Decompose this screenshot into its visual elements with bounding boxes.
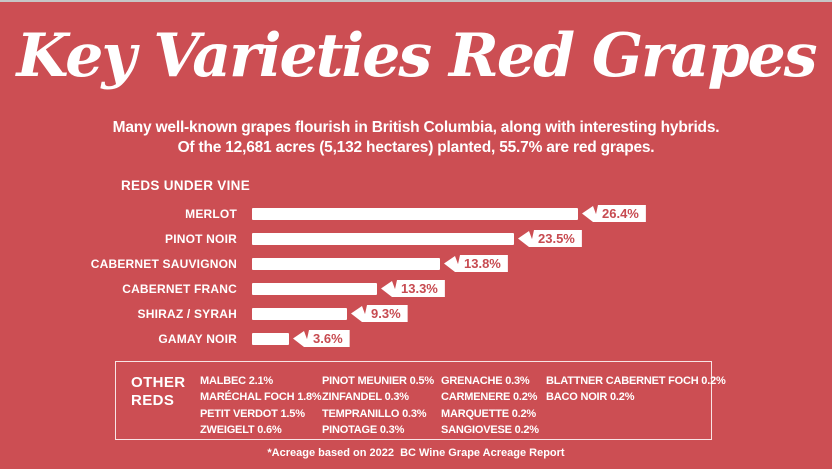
other-reds-column-4: BLATTNER CABERNET FOCH 0.2% BACO NOIR 0.… [546,373,726,406]
other-red-item: CARMENERE 0.2% [441,391,538,404]
chart-title: REDS UNDER VINE [121,178,251,193]
other-reds-column-2: PINOT MEUNIER 0.5% ZINFANDEL 0.3% TEMPRA… [322,373,434,439]
bar-row-cabernet-franc: CABERNET FRANC 13.3% [0,276,832,301]
bar [252,332,289,345]
value-callout-arrow-left: 26.4% [582,205,646,222]
footnote: *Acreage based on 2022 BC Wine Grape Acr… [267,447,565,459]
other-red-item: GRENACHE 0.3% [441,375,530,387]
value-callout-arrow-left: 9.3% [351,305,408,322]
value-callout-arrow-left: 13.8% [444,255,508,272]
bar [252,307,347,320]
bar-label: PINOT NOIR [164,231,237,246]
other-red-item: PINOT MEUNIER 0.5% [322,375,434,387]
other-red-item: ZWEIGELT 0.6% [200,424,282,437]
bar-label: CABERNET FRANC [122,281,237,296]
bar [252,207,578,220]
other-reds-panel: OTHER REDS MALBEC 2.1% MARÉCHAL FOCH 1.8… [115,361,726,440]
other-reds-heading: OTHER REDS [131,374,186,410]
other-red-item: ZINFANDEL 0.3% [322,391,409,404]
other-reds-heading-line-2: REDS [131,392,175,409]
other-red-item: TEMPRANILLO 0.3% [322,407,427,420]
bar-chart-reds-under-vine: MERLOT 26.4% PINOT NOIR 23.5% CABERNET S… [0,201,832,351]
bar [252,282,377,295]
other-red-item: MARÉCHAL FOCH 1.8% [200,391,322,404]
intro-line-1: Many well-known grapes flourish in Briti… [112,119,720,136]
bar [252,257,440,270]
other-reds-column-3: GRENACHE 0.3% CARMENERE 0.2% MARQUETTE 0… [441,373,539,439]
bar-row-gamay-noir: GAMAY NOIR 3.6% [0,326,832,351]
bar-row-shiraz-syrah: SHIRAZ / SYRAH 9.3% [0,301,832,326]
bar-label: SHIRAZ / SYRAH [137,306,237,321]
other-red-item: SANGIOVESE 0.2% [441,424,539,437]
bar [252,232,514,245]
other-red-item: PETIT VERDOT 1.5% [200,407,305,420]
bar-row-pinot-noir: PINOT NOIR 23.5% [0,226,832,251]
bar-row-cabernet-sauvignon: CABERNET SAUVIGNON 13.8% [0,251,832,276]
other-red-item: MALBEC 2.1% [200,375,273,387]
other-red-item: PINOTAGE 0.3% [322,424,405,437]
other-reds-heading-line-1: OTHER [131,374,186,391]
page-title: Key Varieties Red Grapes [16,21,817,91]
value-callout-arrow-left: 13.3% [381,280,445,297]
screenshot-top-edge [0,0,832,2]
other-red-item: MARQUETTE 0.2% [441,407,536,420]
bar-row-merlot: MERLOT 26.4% [0,201,832,226]
bar-label: CABERNET SAUVIGNON [90,256,237,271]
value-callout-arrow-left: 3.6% [293,330,350,347]
bar-label: MERLOT [185,206,237,221]
other-red-item: BACO NOIR 0.2% [546,391,635,404]
other-reds-column-1: MALBEC 2.1% MARÉCHAL FOCH 1.8% PETIT VER… [200,373,322,439]
value-callout-arrow-left: 23.5% [518,230,582,247]
other-red-item: BLATTNER CABERNET FOCH 0.2% [546,375,726,387]
intro-text: Many well-known grapes flourish in Briti… [0,118,832,158]
bar-label: GAMAY NOIR [158,331,237,346]
intro-line-2: Of the 12,681 acres (5,132 hectares) pla… [177,139,655,156]
